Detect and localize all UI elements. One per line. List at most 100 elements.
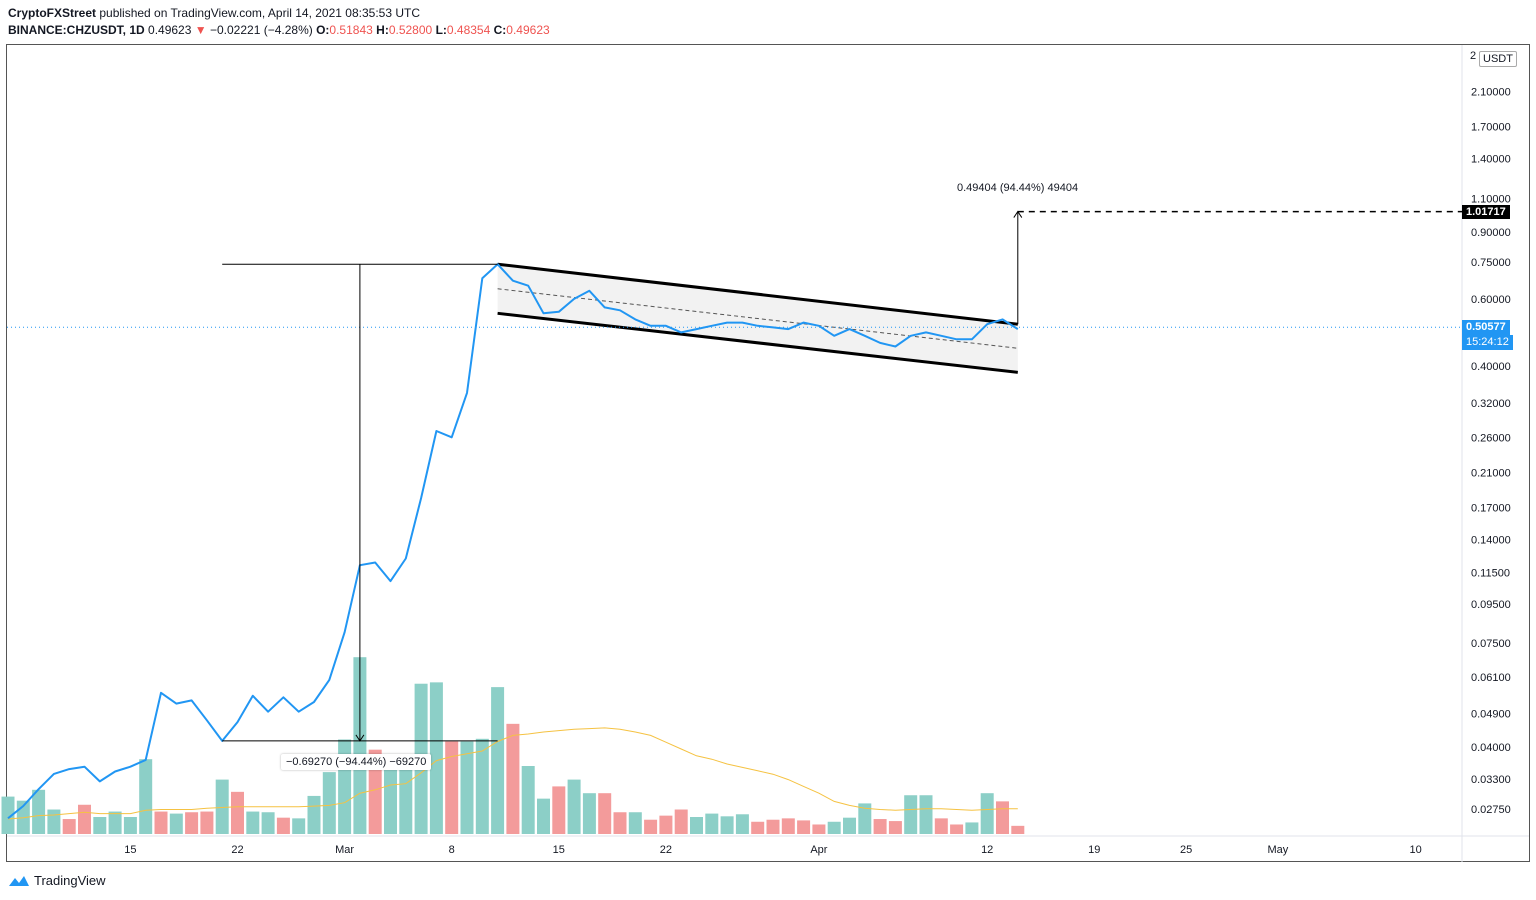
volume-bar (674, 809, 688, 834)
volume-bar (720, 816, 734, 834)
measure-tools[interactable] (222, 210, 1462, 742)
bar-countdown-label: 15:24:12 (1462, 335, 1513, 350)
x-tick-label: May (1268, 844, 1289, 856)
currency-badge[interactable]: USDT (1479, 51, 1517, 67)
volume-bar (919, 795, 933, 834)
volume-bar (292, 818, 306, 834)
brand-footer[interactable]: TradingView (8, 873, 106, 888)
volume-bar (858, 803, 872, 834)
volume-bar (32, 789, 46, 834)
volume-bar (644, 819, 658, 834)
y-tick-label: 0.90000 (1471, 227, 1511, 239)
y-axis[interactable]: 2.10000 1.70000 1.40000 1.10000 0.90000 0.750… (1471, 87, 1511, 816)
axis-top-clipped-label: 2 (1470, 50, 1477, 62)
volume-bar (276, 817, 290, 834)
volume-bar (62, 819, 76, 834)
y-tick-label: 1.70000 (1471, 122, 1511, 134)
volume-bar (1, 796, 15, 834)
y-tick-label: 0.06100 (1471, 672, 1511, 684)
open-value: 0.51843 (329, 23, 373, 37)
down-arrow-icon: ▼ (194, 23, 207, 37)
volume-bar (628, 812, 642, 834)
volume-bar (322, 772, 336, 834)
volume-bar (384, 768, 397, 834)
volume-bar (537, 798, 550, 834)
y-tick-label: 0.11500 (1471, 567, 1510, 579)
descending-channel[interactable] (497, 262, 1018, 374)
measure-down-label: −0.69270 (−94.44%) −69270 (281, 754, 432, 770)
y-tick-label: 0.75000 (1471, 257, 1511, 269)
volume-bar (200, 811, 214, 834)
y-tick-label: 0.04900 (1471, 708, 1511, 720)
y-tick-label: 0.26000 (1471, 432, 1511, 444)
volume-bar (108, 811, 122, 834)
volume-bar (399, 761, 413, 834)
volume-bar (781, 818, 795, 834)
last-price: 0.49623 (148, 23, 192, 37)
volume-bar (261, 812, 275, 834)
x-tick-label: Apr (810, 844, 827, 856)
volume-bar (827, 821, 841, 834)
x-tick-label: 12 (981, 844, 993, 856)
volume-bar (506, 723, 520, 834)
x-tick-label: 25 (1180, 844, 1192, 856)
publisher-line: CryptoFXStreet published on TradingView.… (8, 6, 420, 20)
y-tick-label: 0.14000 (1471, 535, 1511, 547)
y-tick-label: 0.04000 (1471, 742, 1511, 754)
open-label: O: (316, 23, 330, 37)
chart-frame[interactable] (6, 44, 1530, 862)
volume-bar (843, 817, 856, 834)
volume-bar (429, 682, 443, 834)
y-tick-label: 0.21000 (1471, 468, 1511, 480)
y-tick-label: 0.09500 (1471, 599, 1511, 611)
y-tick-label: 0.02750 (1471, 804, 1511, 816)
volume-bar (582, 793, 596, 834)
volume-bar (552, 786, 566, 834)
volume-bar (797, 820, 811, 834)
y-tick-label: 1.40000 (1471, 154, 1511, 166)
channel-midline (497, 288, 1018, 349)
x-tick-label: 22 (660, 844, 672, 856)
grid (7, 45, 1529, 862)
volume-bar (950, 824, 964, 834)
close-value: 0.49623 (506, 23, 550, 37)
volume-bar (154, 811, 168, 834)
volume-bar (353, 657, 367, 834)
publisher-name[interactable]: CryptoFXStreet (8, 6, 97, 20)
volume-bar (766, 819, 780, 834)
volume-bar (47, 809, 61, 834)
ohlc-line: BINANCE:CHZUSDT, 1D 0.49623 ▼ −0.02221 (… (8, 23, 550, 37)
volume-bar (169, 813, 183, 834)
volume-bar (613, 812, 627, 834)
volume-bar (690, 817, 703, 834)
close-label: C: (493, 23, 507, 37)
y-tick-label: 0.32000 (1471, 398, 1511, 410)
volume-bar (934, 818, 948, 834)
volume-bar (491, 687, 505, 834)
high-value: 0.52800 (388, 23, 433, 37)
volume-bar (246, 811, 260, 834)
volume-bar (78, 804, 91, 834)
volume-bar (812, 824, 826, 834)
volume-bar (93, 817, 107, 834)
volume-bar (705, 813, 719, 834)
volume-bar (980, 793, 994, 834)
channel-upper-line (497, 262, 1018, 326)
y-tick-label: 2.10000 (1471, 87, 1511, 99)
volume-bar (368, 749, 382, 834)
volume-bar (139, 759, 153, 834)
volume-bar (996, 801, 1009, 834)
x-axis[interactable]: 15 22 Mar 8 15 22 Apr 12 19 25 May 10 (124, 844, 1421, 856)
high-label: H: (376, 23, 389, 37)
volume-bar (123, 817, 137, 834)
measure-up-label: 0.49404 (94.44%) 49404 (957, 182, 1079, 194)
current-price-label: 0.50577 (1462, 320, 1510, 335)
y-tick-label: 1.10000 (1471, 194, 1511, 206)
volume-bar (307, 795, 321, 834)
volume-bar (475, 738, 489, 834)
symbol-label[interactable]: BINANCE:CHZUSDT, 1D (8, 23, 145, 37)
x-tick-label: 15 (553, 844, 565, 856)
volume-bar (904, 795, 918, 834)
x-tick-label: 10 (1409, 844, 1421, 856)
